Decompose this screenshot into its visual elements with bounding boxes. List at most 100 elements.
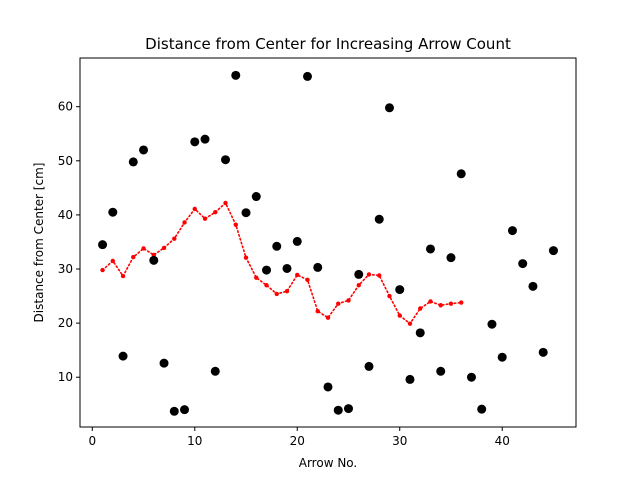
x-tick-label: 30 xyxy=(392,434,407,448)
red-series-point xyxy=(161,245,167,251)
red-series-point xyxy=(192,206,197,212)
red-series-point xyxy=(110,258,115,264)
red-series-point xyxy=(264,283,269,288)
black-series-point xyxy=(272,241,282,251)
red-series-point xyxy=(448,301,454,306)
black-series-point xyxy=(231,70,241,80)
y-tick-label: 10 xyxy=(58,370,73,384)
red-series-point xyxy=(377,273,382,278)
y-axis-ticks: 10 20 30 40 50 60 xyxy=(58,100,80,384)
black-series-point xyxy=(466,372,476,382)
x-axis-label: Arrow No. xyxy=(299,456,358,470)
black-series-point xyxy=(497,352,507,362)
black-series-point xyxy=(313,262,323,272)
red-series-point xyxy=(131,254,136,260)
chart-title: Distance from Center for Increasing Arro… xyxy=(145,35,511,53)
black-series-point xyxy=(456,169,466,179)
red-series-point xyxy=(233,222,238,227)
black-series-point xyxy=(221,155,231,165)
red-series-point xyxy=(223,200,228,206)
y-tick-label: 40 xyxy=(58,208,73,222)
x-tick-label: 20 xyxy=(290,434,305,448)
black-series-point xyxy=(108,207,118,217)
x-tick-label: 10 xyxy=(187,434,202,448)
black-series-point xyxy=(282,263,292,273)
black-series-point xyxy=(364,361,374,371)
black-series-point xyxy=(528,281,538,291)
black-series-point xyxy=(487,319,497,329)
black-series-point xyxy=(548,246,558,256)
black-series-point xyxy=(303,71,313,81)
black-series-point xyxy=(180,405,190,415)
red-series-point xyxy=(100,267,105,273)
y-tick-label: 60 xyxy=(58,100,73,114)
red-series-point xyxy=(120,273,126,279)
black-series-point xyxy=(425,244,435,254)
black-series-point xyxy=(446,253,456,263)
red-series-point xyxy=(438,303,443,308)
black-series-point xyxy=(139,145,149,155)
black-series-point xyxy=(415,328,425,338)
red-series-point xyxy=(182,220,187,225)
black-series-point xyxy=(292,236,302,246)
black-series-point xyxy=(190,137,200,147)
red-series-point xyxy=(407,321,413,326)
red-series-point xyxy=(172,236,177,241)
black-distance-series xyxy=(98,70,558,416)
red-series-point xyxy=(387,293,392,299)
black-series-point xyxy=(333,405,343,415)
black-series-point xyxy=(354,269,364,279)
red-series-point xyxy=(366,272,372,277)
black-series-point xyxy=(128,157,138,167)
black-series-point xyxy=(169,406,179,416)
x-axis-ticks: 0 10 20 30 40 xyxy=(88,427,510,448)
black-series-point xyxy=(374,214,384,224)
red-series-point xyxy=(356,283,361,288)
black-series-point xyxy=(518,259,528,269)
red-series-point xyxy=(284,288,290,294)
red-series-point xyxy=(254,275,259,280)
black-series-point xyxy=(538,347,548,357)
red-series-point xyxy=(274,291,279,297)
red-series-point xyxy=(141,246,146,251)
red-series-point xyxy=(295,272,300,278)
black-series-point xyxy=(159,358,169,368)
red-series-point xyxy=(243,255,249,260)
y-axis-label: Distance from Center [cm] xyxy=(32,163,46,323)
red-series-point xyxy=(213,210,218,215)
red-series-point xyxy=(397,313,402,318)
plot-frame xyxy=(79,57,577,428)
y-tick-label: 20 xyxy=(58,316,73,330)
red-series-point xyxy=(418,306,423,311)
black-series-point xyxy=(262,265,272,275)
red-series-point xyxy=(428,299,433,304)
y-tick-label: 30 xyxy=(58,262,73,276)
black-series-point xyxy=(200,134,210,144)
red-series-point xyxy=(325,315,331,320)
black-series-point xyxy=(210,366,220,376)
black-series-point xyxy=(395,285,405,295)
x-tick-label: 0 xyxy=(88,434,96,448)
red-series-point xyxy=(315,309,320,314)
plot-area xyxy=(80,58,576,427)
black-series-point xyxy=(507,226,517,236)
black-series-point xyxy=(149,255,159,265)
black-series-point xyxy=(477,404,487,414)
red-series-point xyxy=(459,300,464,305)
red-series-point xyxy=(346,298,351,303)
black-series-point xyxy=(323,382,333,392)
red-series-point xyxy=(305,277,310,283)
black-series-point xyxy=(251,192,261,202)
black-series-point xyxy=(384,103,394,113)
black-series-point xyxy=(405,374,415,384)
black-series-point xyxy=(118,351,128,361)
black-series-point xyxy=(98,240,108,250)
red-series-point xyxy=(202,216,208,221)
black-series-point xyxy=(241,208,251,218)
red-series-point xyxy=(336,301,341,306)
x-tick-label: 40 xyxy=(495,434,510,448)
black-series-point xyxy=(436,366,446,376)
y-tick-label: 50 xyxy=(58,154,73,168)
black-series-point xyxy=(343,404,353,414)
